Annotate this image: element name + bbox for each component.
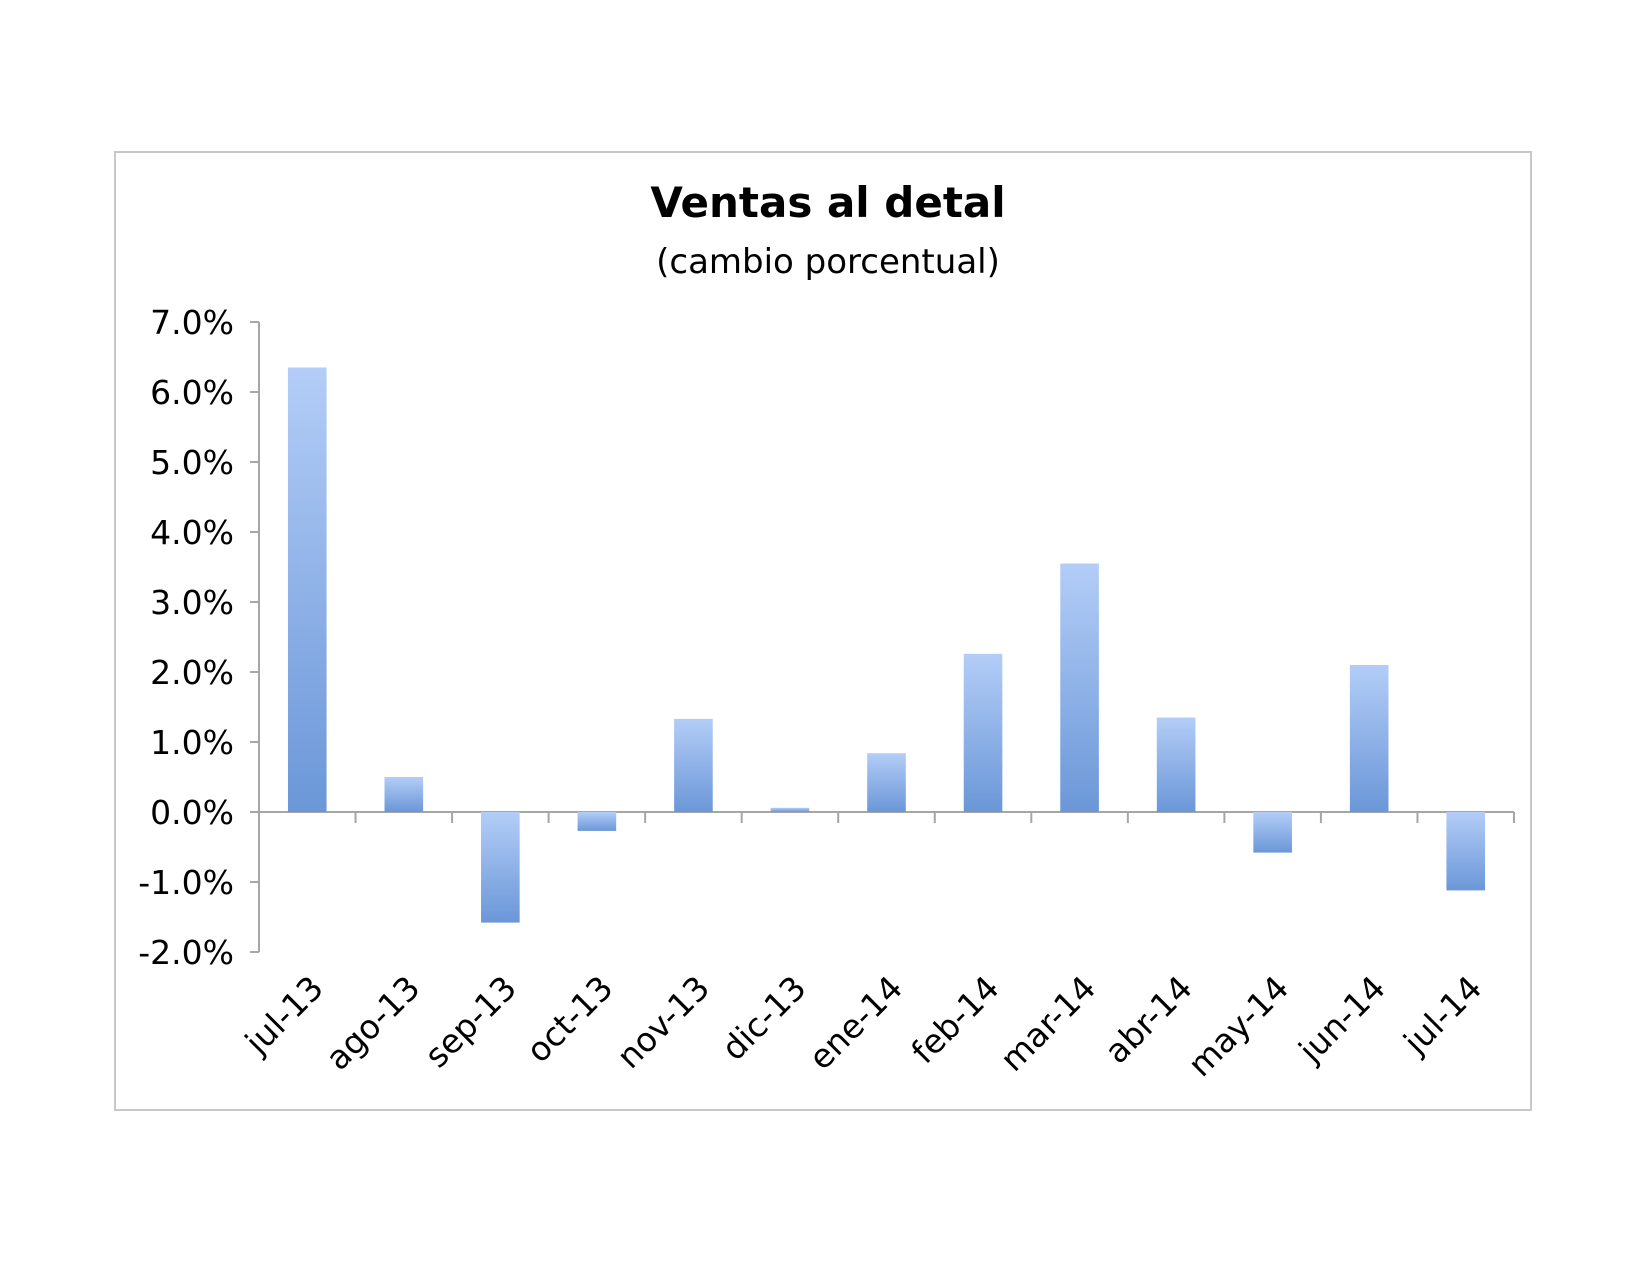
bar bbox=[384, 777, 424, 812]
x-tick-label: jul-13 bbox=[237, 968, 331, 1062]
x-tick-label: dic-13 bbox=[714, 968, 814, 1068]
y-tick-label: -1.0% bbox=[138, 863, 234, 902]
x-tick-label: jul-14 bbox=[1395, 968, 1489, 1062]
bar bbox=[1253, 812, 1292, 853]
chart-title: Ventas al detal bbox=[650, 178, 1005, 227]
chart-frame: Ventas al detal (cambio porcentual) 7.0%… bbox=[114, 151, 1532, 1111]
bar-chart: Ventas al detal (cambio porcentual) 7.0%… bbox=[138, 178, 1515, 1084]
bar bbox=[770, 807, 810, 812]
x-tick-label: sep-13 bbox=[417, 968, 524, 1075]
x-tick-label: feb-14 bbox=[904, 968, 1007, 1071]
bar bbox=[867, 753, 906, 812]
plot-area: 7.0% 6.0% 5.0% 4.0% 3.0% 2.0% 1.0% 0.0% -1.0% -2.… bbox=[138, 303, 1515, 1084]
y-tick-label: 2.0% bbox=[150, 653, 234, 692]
x-tick-label: nov-13 bbox=[609, 968, 717, 1076]
y-tick-label: 0.0% bbox=[150, 793, 234, 832]
bar bbox=[287, 367, 327, 812]
x-tick-label: oct-13 bbox=[519, 968, 621, 1070]
y-tick-label: 3.0% bbox=[150, 583, 234, 622]
x-tick-label: mar-14 bbox=[992, 968, 1103, 1079]
y-tick-label: -2.0% bbox=[138, 933, 234, 972]
bar bbox=[577, 812, 617, 831]
y-tick-label: 5.0% bbox=[150, 443, 234, 482]
x-tick-label: jun-14 bbox=[1290, 968, 1392, 1070]
bar bbox=[1446, 812, 1486, 891]
bar bbox=[1060, 563, 1099, 812]
bar bbox=[481, 812, 520, 923]
y-tick-label: 1.0% bbox=[150, 723, 234, 762]
bar bbox=[1349, 665, 1389, 812]
bar bbox=[963, 653, 1003, 812]
bar bbox=[674, 718, 713, 812]
bar bbox=[1156, 717, 1196, 812]
y-tick-label: 4.0% bbox=[150, 513, 234, 552]
x-tick-label: may-14 bbox=[1180, 968, 1296, 1084]
y-tick-label: 6.0% bbox=[150, 373, 234, 412]
y-tick-label: 7.0% bbox=[150, 303, 234, 342]
chart-subtitle: (cambio porcentual) bbox=[656, 242, 1000, 282]
x-tick-label: ene-14 bbox=[801, 968, 910, 1077]
x-tick-label: ago-13 bbox=[318, 968, 428, 1078]
